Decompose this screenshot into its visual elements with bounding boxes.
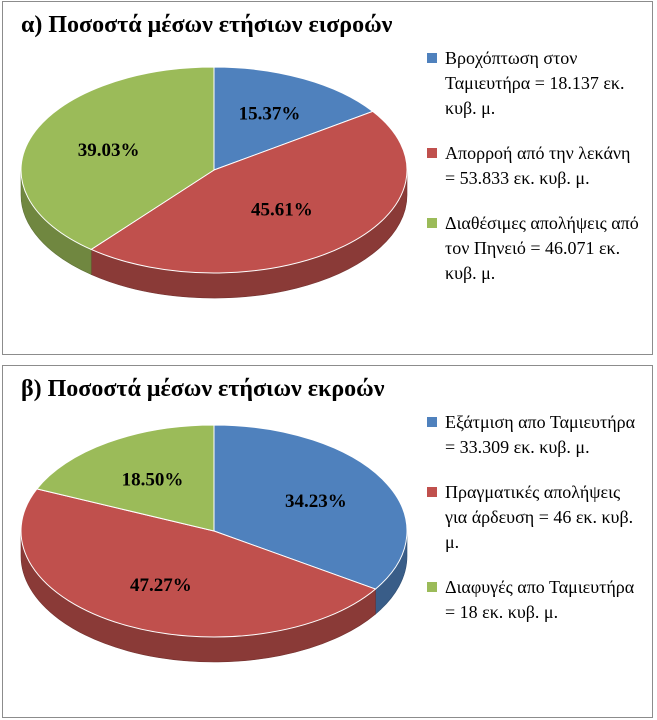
legend-label: Απορροή από την λεκάνη = 53.833 εκ. κυβ.… [445, 143, 631, 188]
legend-label: Βροχόπτωση στον Ταμιευτήρα = 18.137 εκ. … [445, 48, 625, 118]
legend-swatch-green [427, 582, 437, 592]
legend-swatch-red [427, 487, 437, 497]
legend-swatch-blue [427, 53, 437, 63]
outflows-chart-panel: 34.23% 47.27% 18.50% β) Ποσοστά μέσων ετήσ… [2, 365, 653, 718]
chart-title: α) Ποσοστά μέσων ετήσιων εισροών [21, 12, 393, 38]
legend-item-pineios: Διαθέσιμες απολήψεις από τον Πηνειό = 46… [427, 211, 645, 286]
pie-data-label: 18.50% [122, 470, 184, 491]
legend-item-leakage: Διαφυγές απο Ταμιευτήρα = 18 εκ. κυβ. μ. [427, 575, 645, 625]
legend-label: Διαφυγές απο Ταμιευτήρα = 18 εκ. κυβ. μ. [445, 577, 635, 622]
legend-item-runoff: Απορροή από την λεκάνη = 53.833 εκ. κυβ.… [427, 141, 645, 191]
pie-data-label: 47.27% [130, 575, 192, 596]
legend: Βροχόπτωση στον Ταμιευτήρα = 18.137 εκ. … [427, 46, 645, 306]
pie-data-label: 34.23% [285, 491, 347, 512]
pie-slice [35, 424, 215, 532]
inflows-chart-panel: 15.37% 45.61% 39.03% α) Ποσοστά μέσων ετήσ… [2, 1, 653, 355]
pie-data-label: 39.03% [78, 140, 140, 161]
pie-slice [20, 488, 377, 638]
legend: Εξάτμιση απο Ταμιευτήρα = 33.309 εκ. κυβ… [427, 410, 645, 645]
pie-slice [213, 66, 374, 171]
legend-item-irrigation: Πραγματικές απολήψεις για άρδευση = 46 ε… [427, 480, 645, 555]
pie-data-label: 45.61% [251, 199, 313, 220]
pie-slice [90, 110, 408, 274]
outflows-pie-chart: 34.23% 47.27% 18.50% [20, 424, 408, 663]
pie-data-label: 15.37% [239, 103, 301, 124]
legend-label: Διαθέσιμες απολήψεις από τον Πηνειό = 46… [445, 213, 639, 283]
chart-title: β) Ποσοστά μέσων ετήσιων εκροών [21, 376, 385, 402]
legend-item-evaporation: Εξάτμιση απο Ταμιευτήρα = 33.309 εκ. κυβ… [427, 410, 645, 460]
pie-slice [20, 66, 215, 251]
legend-swatch-green [427, 218, 437, 228]
inflows-pie-chart: 15.37% 45.61% 39.03% [20, 66, 408, 299]
legend-label: Εξάτμιση απο Ταμιευτήρα = 33.309 εκ. κυβ… [445, 412, 636, 457]
legend-label: Πραγματικές απολήψεις για άρδευση = 46 ε… [445, 482, 634, 552]
legend-item-rainfall: Βροχόπτωση στον Ταμιευτήρα = 18.137 εκ. … [427, 46, 645, 121]
legend-swatch-red [427, 148, 437, 158]
legend-swatch-blue [427, 417, 437, 427]
